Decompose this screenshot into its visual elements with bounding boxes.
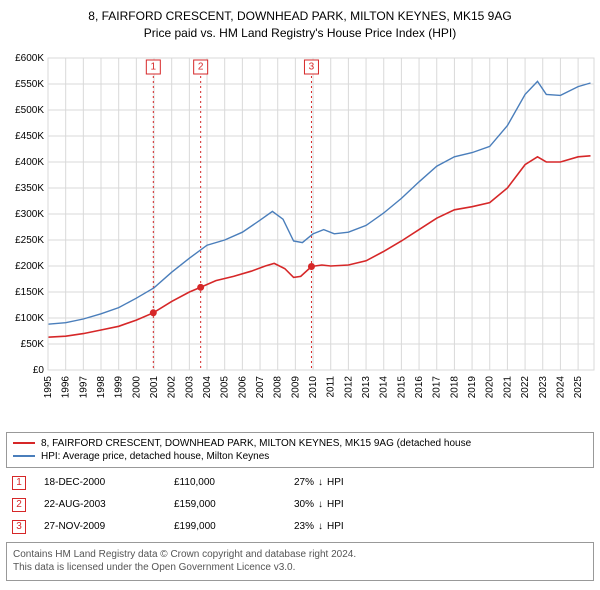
svg-text:£550K: £550K (15, 79, 44, 90)
title-line-1: 8, FAIRFORD CRESCENT, DOWNHEAD PARK, MIL… (4, 8, 596, 25)
svg-text:£450K: £450K (15, 131, 44, 142)
sale-marker-2: 2 (12, 498, 26, 512)
sale-row-3: 3 27-NOV-2009 £199,000 23% ↓ HPI (6, 516, 594, 538)
svg-text:2000: 2000 (131, 375, 142, 398)
legend-swatch-hpi (13, 455, 35, 457)
sale-row-2: 2 22-AUG-2003 £159,000 30% ↓ HPI (6, 494, 594, 516)
svg-text:2018: 2018 (449, 375, 460, 398)
svg-text:2013: 2013 (361, 375, 372, 398)
svg-text:2002: 2002 (167, 375, 178, 398)
svg-text:£250K: £250K (15, 235, 44, 246)
sale-row-1: 1 18-DEC-2000 £110,000 27% ↓ HPI (6, 472, 594, 494)
svg-text:£300K: £300K (15, 209, 44, 220)
svg-text:2014: 2014 (379, 375, 390, 398)
svg-text:2022: 2022 (520, 375, 531, 398)
svg-text:2024: 2024 (555, 375, 566, 398)
legend-item-property: 8, FAIRFORD CRESCENT, DOWNHEAD PARK, MIL… (13, 437, 587, 450)
svg-text:1997: 1997 (78, 375, 89, 398)
svg-text:2023: 2023 (538, 375, 549, 398)
svg-text:2004: 2004 (202, 375, 213, 398)
svg-text:£100K: £100K (15, 313, 44, 324)
down-arrow-icon: ↓ (318, 521, 323, 532)
svg-text:1998: 1998 (96, 375, 107, 398)
svg-text:2003: 2003 (184, 375, 195, 398)
svg-text:2010: 2010 (308, 375, 319, 398)
svg-text:2001: 2001 (149, 375, 160, 398)
svg-text:2021: 2021 (502, 375, 513, 398)
line-chart: £0 £50K £100K £150K £200K £250K £300K £350K £400… (4, 48, 596, 428)
svg-text:2012: 2012 (343, 375, 354, 398)
attribution-footer: Contains HM Land Registry data © Crown c… (6, 542, 594, 581)
sale-price-3: £199,000 (174, 521, 294, 532)
legend-label-property: 8, FAIRFORD CRESCENT, DOWNHEAD PARK, MIL… (41, 438, 471, 449)
svg-text:£600K: £600K (15, 53, 44, 64)
sale-price-1: £110,000 (174, 477, 294, 488)
svg-text:£0: £0 (33, 365, 45, 376)
legend-item-hpi: HPI: Average price, detached house, Milt… (13, 450, 587, 463)
svg-text:3: 3 (309, 61, 315, 72)
sale-price-2: £159,000 (174, 499, 294, 510)
sale-diff-3: 23% ↓ HPI (294, 521, 414, 532)
svg-text:£150K: £150K (15, 287, 44, 298)
svg-text:2017: 2017 (432, 375, 443, 398)
page-root: 8, FAIRFORD CRESCENT, DOWNHEAD PARK, MIL… (0, 0, 600, 587)
svg-text:1996: 1996 (61, 375, 72, 398)
svg-text:1: 1 (151, 61, 157, 72)
legend: 8, FAIRFORD CRESCENT, DOWNHEAD PARK, MIL… (6, 432, 594, 468)
legend-swatch-property (13, 442, 35, 444)
sale-diff-2: 30% ↓ HPI (294, 499, 414, 510)
svg-text:£50K: £50K (21, 339, 45, 350)
sale-diff-1: 27% ↓ HPI (294, 477, 414, 488)
svg-text:1995: 1995 (43, 375, 54, 398)
svg-text:2025: 2025 (573, 375, 584, 398)
sale-marker-1: 1 (12, 476, 26, 490)
chart-title: 8, FAIRFORD CRESCENT, DOWNHEAD PARK, MIL… (4, 8, 596, 42)
sale-marker-3: 3 (12, 520, 26, 534)
chart-area: £0 £50K £100K £150K £200K £250K £300K £350K £400… (4, 48, 596, 428)
sale-date-2: 22-AUG-2003 (44, 499, 174, 510)
svg-text:2008: 2008 (273, 375, 284, 398)
svg-text:2006: 2006 (237, 375, 248, 398)
sale-date-1: 18-DEC-2000 (44, 477, 174, 488)
footer-line-2: This data is licensed under the Open Gov… (13, 561, 587, 575)
down-arrow-icon: ↓ (318, 477, 323, 488)
svg-text:2005: 2005 (220, 375, 231, 398)
svg-text:£200K: £200K (15, 261, 44, 272)
svg-text:£400K: £400K (15, 157, 44, 168)
svg-text:2: 2 (198, 61, 204, 72)
svg-text:2020: 2020 (485, 375, 496, 398)
svg-text:2019: 2019 (467, 375, 478, 398)
sale-date-3: 27-NOV-2009 (44, 521, 174, 532)
svg-text:£350K: £350K (15, 183, 44, 194)
svg-text:2009: 2009 (290, 375, 301, 398)
sales-table: 1 18-DEC-2000 £110,000 27% ↓ HPI 2 22-AU… (6, 472, 594, 538)
footer-line-1: Contains HM Land Registry data © Crown c… (13, 548, 587, 562)
svg-text:£500K: £500K (15, 105, 44, 116)
svg-text:1999: 1999 (114, 375, 125, 398)
down-arrow-icon: ↓ (318, 499, 323, 510)
svg-text:2015: 2015 (396, 375, 407, 398)
title-line-2: Price paid vs. HM Land Registry's House … (4, 25, 596, 42)
svg-text:2016: 2016 (414, 375, 425, 398)
svg-text:2007: 2007 (255, 375, 266, 398)
legend-label-hpi: HPI: Average price, detached house, Milt… (41, 451, 269, 462)
svg-text:2011: 2011 (326, 375, 337, 397)
